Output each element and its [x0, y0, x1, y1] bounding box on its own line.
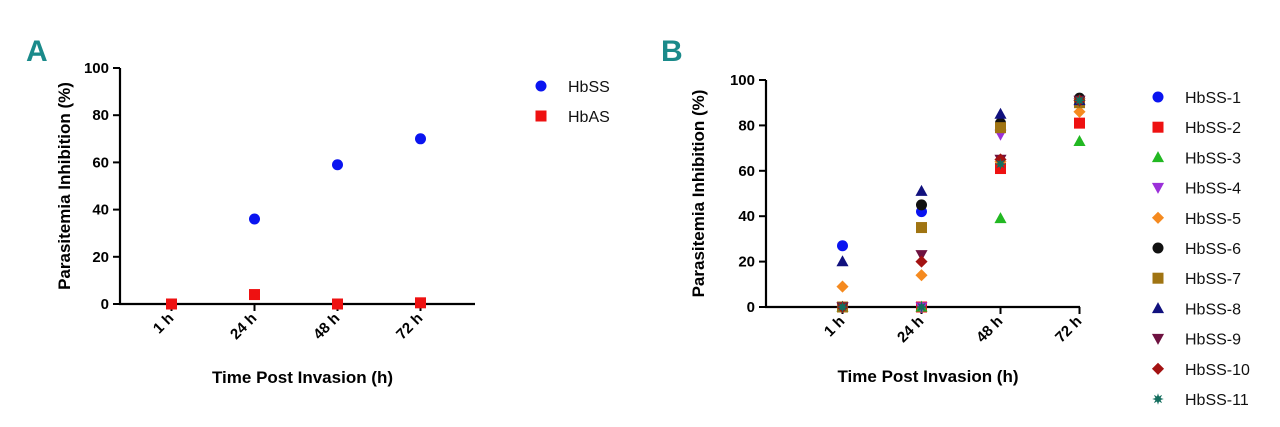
data-point: [836, 280, 849, 293]
x-axis-title: Time Post Invasion (h): [837, 367, 1018, 386]
y-tick-label: 40: [92, 202, 109, 219]
data-point: [415, 297, 426, 309]
legend-marker: [1151, 333, 1165, 345]
y-tick-label: 60: [92, 154, 109, 171]
data-point: [836, 301, 849, 313]
data-point: [332, 298, 343, 310]
y-tick-label: 80: [92, 107, 109, 124]
legend-marker: [1152, 272, 1164, 284]
y-tick-label: 60: [738, 163, 755, 180]
y-tick-label: 20: [738, 254, 755, 271]
panel-letter-a: A: [26, 35, 48, 68]
y-axis-title: Parasitemia Inhibition (%): [55, 82, 74, 290]
legend-label: HbSS-3: [1185, 150, 1241, 167]
data-point: [1073, 105, 1086, 118]
x-tick-label: 48 h: [973, 313, 1006, 346]
data-point: [916, 222, 927, 234]
data-point: [332, 159, 343, 171]
legend-label: HbSS-4: [1185, 181, 1241, 198]
y-axis-title: Parasitemia Inhibition (%): [689, 90, 708, 298]
x-tick-label: 24 h: [227, 310, 260, 343]
data-point: [249, 289, 260, 301]
legend-marker: [1152, 393, 1164, 405]
data-point: [915, 269, 928, 282]
x-tick-label: 24 h: [894, 313, 927, 346]
legend-label: HbSS-5: [1185, 211, 1241, 228]
legend-marker: [1151, 151, 1165, 163]
y-tick-label: 80: [738, 117, 755, 134]
x-tick-label: 48 h: [310, 310, 343, 343]
panel-letter-b: B: [661, 35, 683, 68]
legend-label: HbSS: [568, 79, 610, 96]
legend-label: HbSS-11: [1185, 392, 1249, 409]
data-point: [1074, 117, 1085, 129]
x-tick-label: 1 h: [150, 310, 177, 337]
y-tick-label: 100: [730, 72, 755, 89]
legend-label: HbSS-10: [1185, 362, 1250, 379]
legend-marker: [1152, 242, 1164, 254]
data-point: [994, 158, 1007, 170]
legend-marker: [1151, 211, 1165, 224]
legend-label: HbSS-2: [1185, 120, 1241, 137]
data-point: [836, 255, 849, 267]
data-point: [166, 298, 177, 310]
y-tick-label: 40: [738, 208, 755, 225]
data-point: [994, 107, 1007, 119]
x-tick-label: 72 h: [393, 310, 426, 343]
legend-marker: [535, 110, 547, 122]
data-point: [915, 301, 928, 313]
data-point: [915, 184, 928, 196]
legend-label: HbSS-9: [1185, 332, 1241, 349]
y-tick-label: 0: [101, 296, 109, 313]
x-axis-title: Time Post Invasion (h): [212, 368, 393, 387]
y-tick-label: 0: [747, 299, 755, 316]
legend-marker: [1151, 182, 1165, 194]
data-point: [994, 212, 1007, 224]
data-point: [915, 255, 928, 268]
legend-marker: [1152, 91, 1164, 103]
chart-panel-b: 0 20 40 60 80 100 1 h 24 h 48 h 72 h Time Post Inv…: [689, 72, 1250, 409]
legend-marker: [1151, 302, 1165, 314]
data-point: [249, 213, 260, 225]
legend-label: HbSS-1: [1185, 90, 1241, 107]
data-point: [1073, 134, 1086, 146]
legend-marker: [535, 80, 547, 92]
legend-marker: [1151, 362, 1165, 375]
x-tick-label: 72 h: [1052, 313, 1085, 346]
y-tick-label: 20: [92, 249, 109, 266]
legend-marker: [1152, 121, 1164, 133]
chart-panel-a: 0 20 40 60 80 100 1 h 24 h 48 h 72 h Time Post Inv…: [55, 60, 610, 387]
data-point: [837, 240, 848, 252]
legend-label: HbSS-6: [1185, 241, 1241, 258]
legend-label: HbAS: [568, 109, 610, 126]
data-point: [916, 199, 927, 211]
x-tick-label: 1 h: [821, 313, 848, 340]
legend-label: HbSS-8: [1185, 301, 1241, 318]
data-point: [995, 122, 1006, 134]
data-point: [1073, 94, 1086, 107]
data-point: [415, 133, 426, 145]
y-tick-label: 100: [84, 60, 109, 77]
legend-label: HbSS-7: [1185, 271, 1241, 288]
